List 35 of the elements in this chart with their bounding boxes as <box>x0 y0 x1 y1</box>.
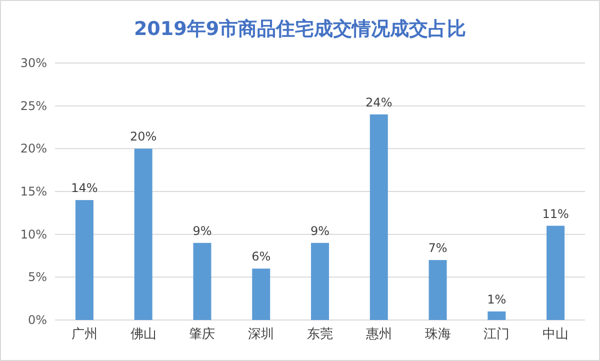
x-tick-label: 珠海 <box>424 327 451 342</box>
bar <box>252 268 270 320</box>
data-label: 20% <box>130 130 157 144</box>
data-label: 24% <box>366 95 392 110</box>
y-tick-label: 10% <box>20 227 47 242</box>
y-tick-label: 30% <box>20 56 47 70</box>
bar <box>546 226 565 320</box>
data-label: 14% <box>71 181 98 196</box>
data-label: 9% <box>310 224 330 238</box>
x-tick-label: 中山 <box>542 327 569 342</box>
x-tick-label: 广州 <box>71 327 98 342</box>
x-tick-label: 江门 <box>484 326 510 342</box>
x-tick-label: 东莞 <box>307 327 333 342</box>
x-tick-label: 惠州 <box>364 327 392 342</box>
data-label: 11% <box>542 206 569 221</box>
x-tick-label: 深圳 <box>248 327 274 342</box>
x-tick-label: 佛山 <box>130 327 156 342</box>
bar <box>488 311 506 320</box>
data-label: 7% <box>428 241 448 256</box>
bar <box>75 200 94 320</box>
bar <box>370 114 388 320</box>
data-label: 1% <box>487 292 506 306</box>
x-tick-label: 肇庆 <box>189 327 216 342</box>
bar <box>428 260 447 320</box>
bar <box>193 242 212 320</box>
y-tick-label: 5% <box>28 270 47 284</box>
bar <box>134 148 152 320</box>
data-label: 6% <box>252 250 271 264</box>
y-tick-label: 15% <box>20 184 47 198</box>
chart-title: 2019年9市商品住宅成交情况成交占比 <box>134 18 466 40</box>
y-tick-label: 25% <box>20 98 47 113</box>
data-label: 9% <box>192 224 212 238</box>
y-tick-label: 0% <box>28 313 47 327</box>
y-tick-label: 20% <box>20 142 47 156</box>
bar <box>311 242 329 320</box>
